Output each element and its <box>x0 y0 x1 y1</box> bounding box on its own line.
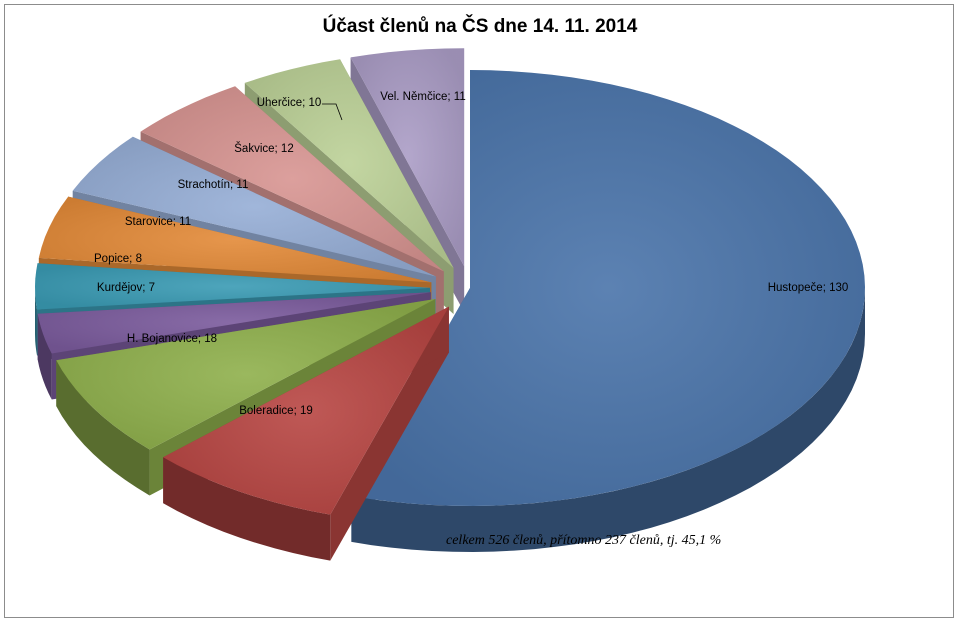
pie-slice-boleradice <box>163 306 449 561</box>
chart-annotation: celkem 526 členů, přítomno 237 členů, tj… <box>446 533 722 548</box>
data-label-hustope-e: Hustopeče; 130 <box>768 282 849 294</box>
leader-line <box>322 103 343 121</box>
data-label-uher-ice: Uherčice; 10 <box>257 97 322 109</box>
data-label-vel-n-m-ice: Vel. Němčice; 11 <box>380 91 465 103</box>
chart-title: Účast členů na ČS dne 14. 11. 2014 <box>322 16 638 37</box>
data-label-boleradice: Boleradice; 19 <box>239 405 313 417</box>
data-label-strachot-n: Strachotín; 11 <box>178 179 249 191</box>
data-label-h-bojanovice: H. Bojanovice; 18 <box>127 333 217 345</box>
data-label-starovice: Starovice; 11 <box>125 216 191 228</box>
data-label-popice: Popice; 8 <box>94 253 142 265</box>
data-label-kurd-jov: Kurdějov; 7 <box>97 282 155 294</box>
data-label--akvice: Šakvice; 12 <box>234 142 293 155</box>
